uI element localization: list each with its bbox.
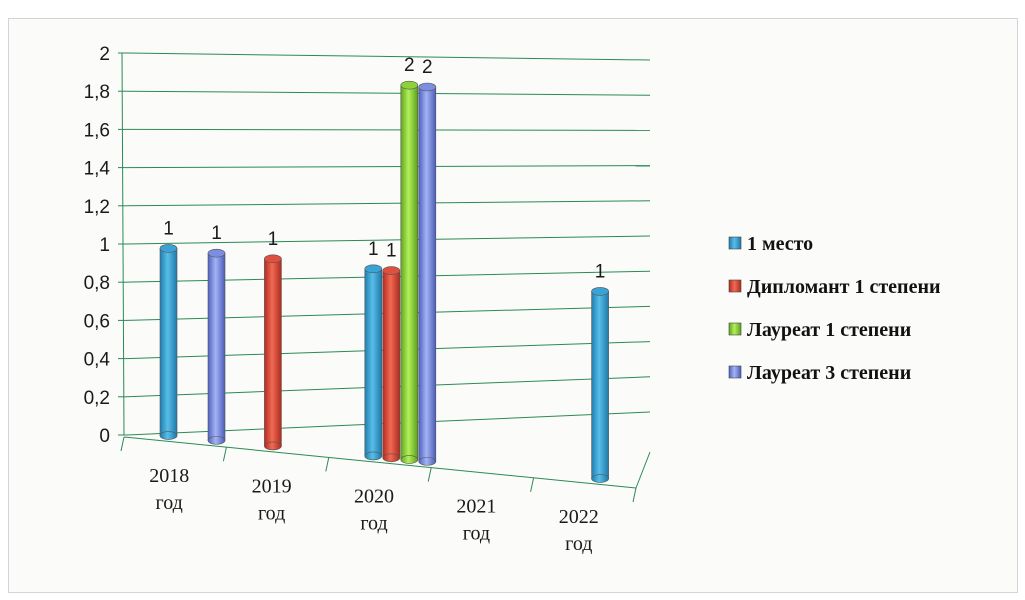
legend-item: Дипломант 1 степени [728, 276, 941, 298]
bar-top [591, 287, 609, 296]
data-label: 1 [211, 223, 222, 244]
bar-top [382, 266, 401, 275]
legend-label: Лауреат 1 степени [747, 319, 911, 341]
x-tick-mark [530, 477, 535, 492]
x-tick-label-sub: год [360, 513, 387, 535]
bar-top [207, 248, 226, 258]
x-tick-mark [632, 487, 637, 503]
bar-2-2 [400, 80, 419, 464]
bar-bottom [400, 455, 419, 464]
bar-bottom [364, 451, 383, 461]
y-tick-label: 1 [99, 235, 110, 256]
legend-item: Лауреат 3 степени [728, 362, 911, 384]
bar-body [159, 248, 178, 436]
x-tick-label: 2019 [252, 475, 292, 497]
x-tick-mark [120, 436, 125, 452]
bar-bottom [207, 436, 226, 445]
axes: 0 0,2 0,4 0,6 0,8 1 1,2 1,4 1,6 1,8 2 2018 год 2019 го… [84, 44, 651, 555]
gridline [125, 235, 651, 245]
bar-body [591, 291, 609, 479]
bar-2-3 [418, 82, 437, 466]
bar-top [364, 264, 383, 274]
x-tick-label: 2022 [559, 506, 599, 528]
legend-swatch [728, 365, 742, 379]
x-axis [123, 436, 637, 489]
y-tick-label: 0,8 [84, 273, 110, 294]
x-tick-mark [222, 447, 227, 462]
data-labels: 1 1 1 1 12 21 [163, 55, 605, 282]
bar-body [382, 270, 401, 459]
data-label: 1 [386, 241, 397, 262]
legend-swatch [728, 236, 742, 250]
legend-label: Дипломант 1 степени [747, 276, 941, 298]
x-tick-label: 2020 [354, 486, 394, 508]
bar-bottom [591, 474, 609, 483]
bar-0-3 [207, 248, 226, 445]
bar-1-1 [264, 254, 282, 451]
x-tick-label-sub: год [463, 523, 490, 545]
bar-top [400, 80, 419, 90]
y-tick-label: 0,2 [84, 388, 110, 409]
y-tick-label: 2 [99, 44, 110, 65]
gridline [125, 200, 651, 207]
y-axis [121, 52, 125, 436]
y-tick-label: 1,4 [84, 159, 111, 180]
data-label: 2 [422, 57, 433, 78]
floor-edge [635, 451, 651, 489]
y-tick-label: 1,6 [84, 120, 110, 141]
bars [159, 80, 609, 483]
bar-top [418, 82, 437, 92]
legend-item: Лауреат 1 степени [728, 319, 911, 341]
x-tick-label-sub: год [258, 502, 285, 524]
y-tick-label: 1,2 [84, 197, 110, 218]
bar-2-0 [364, 264, 383, 461]
bar-bottom [264, 441, 282, 451]
bar-bottom [418, 457, 437, 466]
bar-body [400, 84, 419, 460]
bar-body [264, 258, 282, 447]
gridline [125, 52, 651, 61]
bar-body [418, 86, 437, 462]
y-tick-label: 0,4 [84, 350, 111, 371]
gridline [125, 90, 651, 96]
y-tick-label: 1,8 [84, 82, 110, 103]
data-label: 1 [595, 261, 606, 282]
x-tick-label-sub: год [565, 533, 592, 555]
legend-label: Лауреат 3 степени [747, 362, 911, 384]
legend-item: 1 место [728, 233, 813, 255]
y-tick-label: 0 [99, 426, 110, 447]
x-tick-label-sub: год [156, 492, 183, 514]
gridline [125, 165, 651, 169]
legend: 1 место Дипломант 1 степени Лауреат 1 степ… [728, 233, 941, 384]
bar-2-1 [382, 266, 401, 463]
legend-label: 1 место [747, 233, 813, 255]
legend-swatch [728, 322, 742, 336]
legend-swatch [728, 279, 742, 293]
x-tick-label: 2018 [149, 465, 189, 487]
data-label: 1 [163, 218, 174, 239]
bar-4-0 [591, 287, 609, 483]
y-tick-label: 0,6 [84, 311, 110, 332]
gridline [125, 128, 651, 131]
bar-top [264, 254, 282, 264]
x-tick-mark [427, 467, 432, 482]
data-label: 1 [368, 239, 379, 260]
bar-0-0 [159, 244, 178, 440]
bar-bottom [382, 453, 401, 463]
bar-body [364, 268, 383, 457]
bar-body [207, 252, 226, 441]
bar-bottom [159, 431, 178, 440]
data-label: 1 [268, 229, 279, 250]
x-tick-label: 2021 [456, 496, 496, 518]
data-label: 2 [404, 55, 415, 76]
x-tick-mark [325, 457, 330, 472]
bar-top [159, 244, 178, 253]
